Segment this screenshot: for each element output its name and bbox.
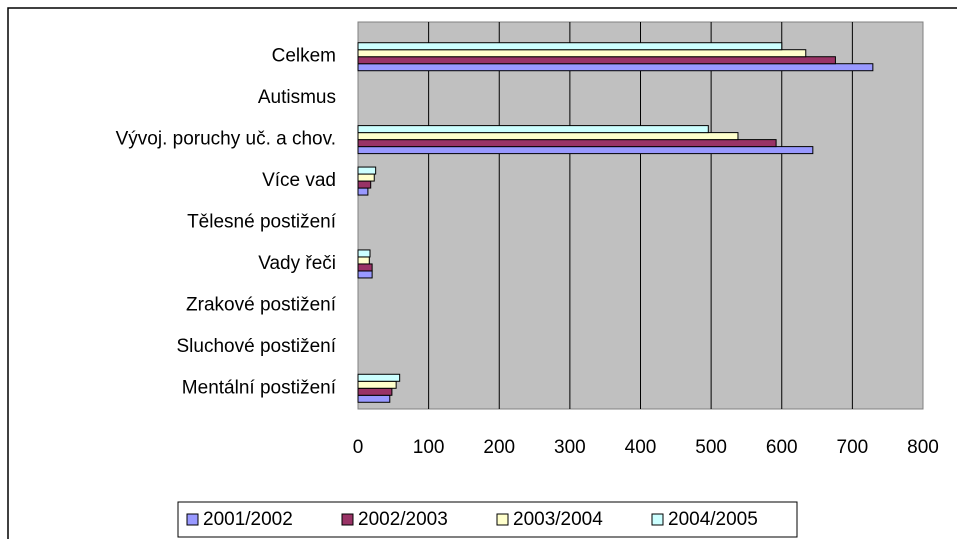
x-tick-label: 300 [554,437,586,458]
y-tick-label: Celkem [272,46,336,67]
bar [357,187,369,196]
bar [357,49,807,58]
x-tick-label: 500 [695,437,727,458]
legend-swatch [341,513,354,526]
legend-swatch [186,513,199,526]
bar [357,394,391,403]
legend-label: 2002/2003 [358,509,448,530]
bar [357,263,373,272]
x-tick-label: 600 [766,437,798,458]
x-tick-label: 800 [907,437,939,458]
bar [357,256,370,265]
bar [357,166,377,175]
x-tick-label: 200 [483,437,515,458]
bar [357,146,814,155]
x-tick-label: 0 [353,437,364,458]
y-tick-label: Tělesné postižení [187,212,337,233]
y-tick-label: Vývoj. poruchy uč. a chov. [116,129,336,150]
bar [357,387,393,396]
bar [357,56,836,65]
y-tick-label: Více vad [262,170,336,191]
legend-label: 2003/2004 [513,509,603,530]
bar [357,180,372,189]
bar [357,132,739,141]
bar [357,139,777,148]
bar [357,270,373,279]
y-tick-label: Mentální postižení [182,377,337,398]
y-tick-label: Zrakové postižení [186,294,337,315]
x-tick-label: 700 [837,437,869,458]
legend-swatch [651,513,664,526]
x-tick-label: 100 [413,437,445,458]
bar [357,380,397,389]
legend-label: 2001/2002 [203,509,293,530]
legend-label: 2004/2005 [668,509,758,530]
legend-box [177,501,798,538]
y-tick-label: Vady řeči [258,253,336,274]
legend-swatch [496,513,509,526]
y-tick-label: Sluchové postižení [177,336,337,357]
bar [357,249,371,258]
bar [357,373,401,382]
x-tick-label: 400 [625,437,657,458]
bar [357,125,709,134]
y-tick-label: Autismus [258,87,336,108]
bar [357,42,783,51]
bar [357,63,874,72]
bar [357,173,375,182]
